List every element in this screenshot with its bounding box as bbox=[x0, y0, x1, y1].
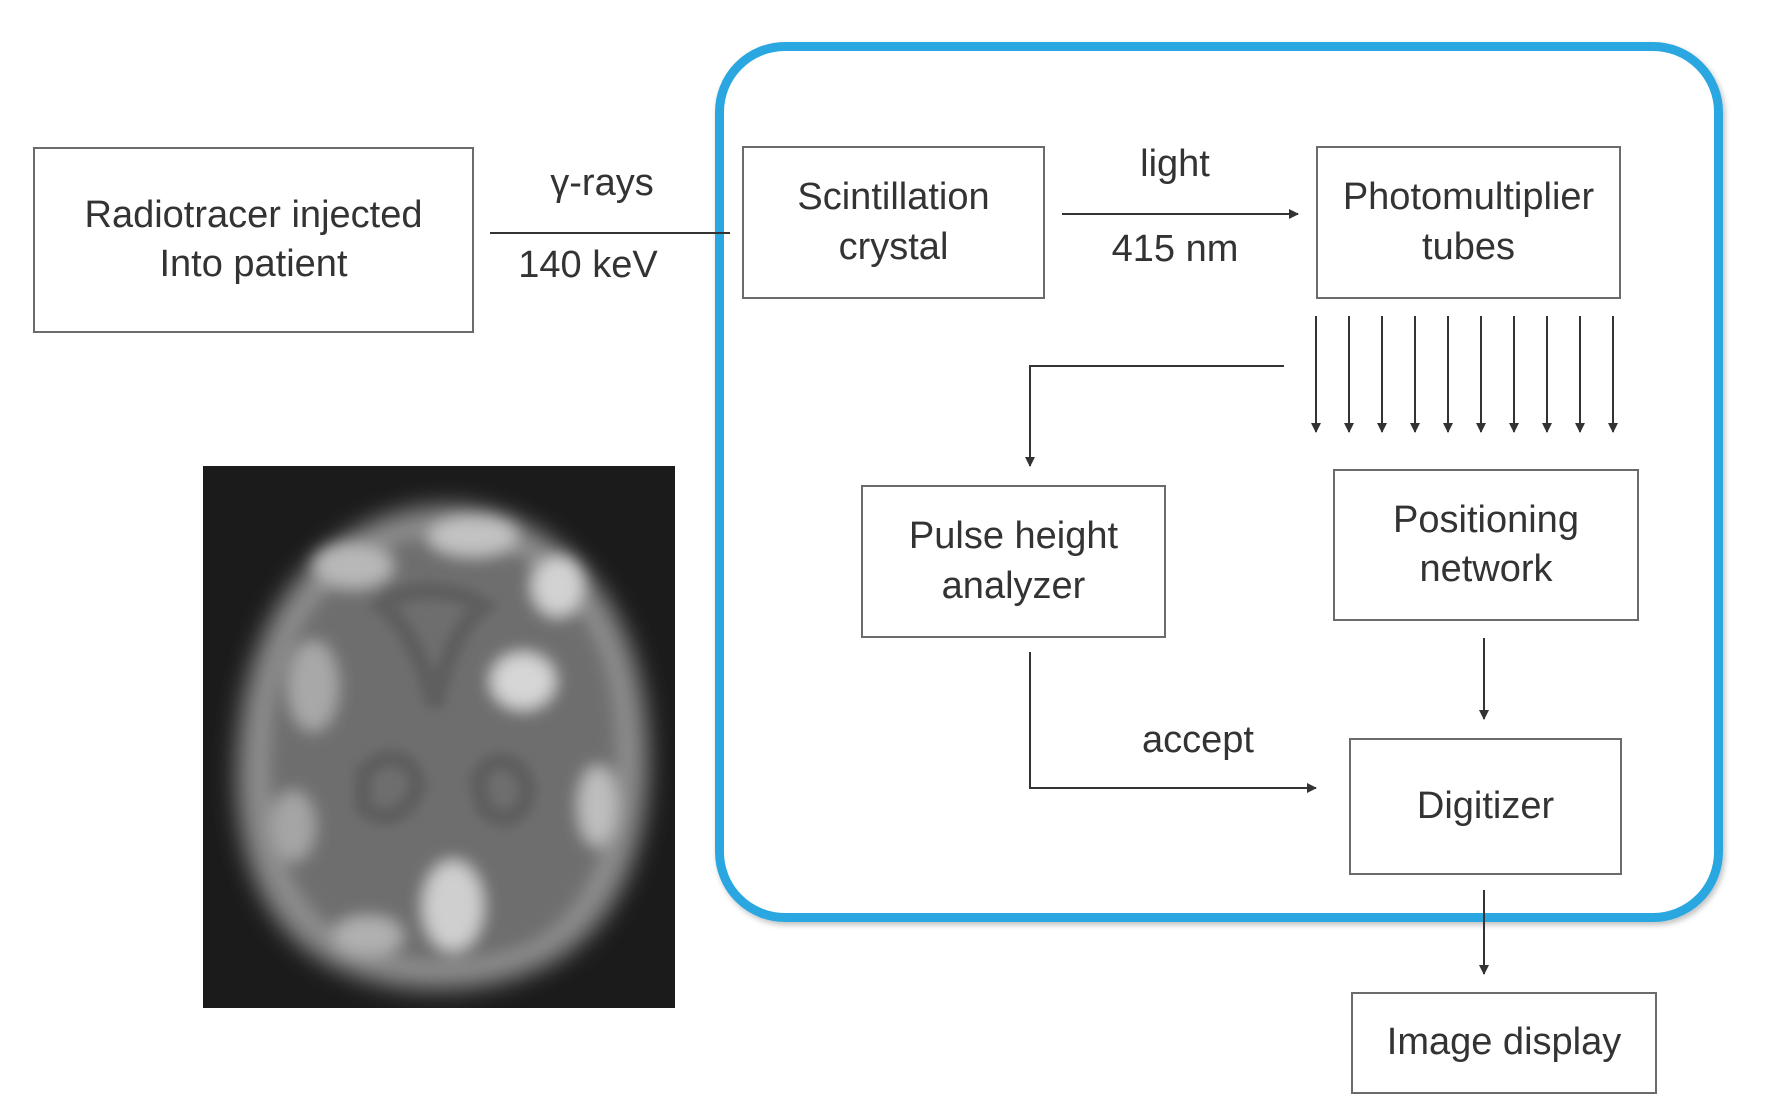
node-pulse-height-line1: Pulse height bbox=[908, 515, 1119, 558]
node-image-display-line1: Image display bbox=[1386, 1021, 1622, 1064]
edge-label-gamma-rays: γ-rays bbox=[550, 162, 654, 204]
node-positioning-network: Positioning network bbox=[1333, 469, 1639, 621]
node-positioning-line1: Positioning bbox=[1393, 498, 1579, 541]
edge-label-light: light bbox=[1140, 143, 1210, 185]
node-photomultiplier-tubes: Photomultiplier tubes bbox=[1316, 146, 1621, 299]
brain-scan-image bbox=[203, 466, 675, 1008]
node-radiotracer-line2: Into patient bbox=[159, 243, 348, 285]
gamma-camera-frame bbox=[715, 42, 1723, 922]
node-digitizer: Digitizer bbox=[1349, 738, 1622, 875]
edge-label-140-kev: 140 keV bbox=[518, 244, 658, 286]
node-pulse-height-analyzer: Pulse height analyzer bbox=[861, 485, 1166, 638]
edge-pulse-height-to-digitizer bbox=[1029, 652, 1317, 793]
brain-scan-graphic bbox=[237, 505, 649, 990]
node-scintillation-line2: crystal bbox=[838, 225, 949, 268]
photomultiplier-output-arrows bbox=[1311, 316, 1618, 433]
node-scintillation-crystal: Scintillation crystal bbox=[742, 146, 1045, 299]
node-radiotracer: Radiotracer injected Into patient bbox=[33, 147, 474, 333]
node-pulse-height-line2: analyzer bbox=[941, 564, 1086, 607]
edge-photomultiplier-to-pulse-height bbox=[1025, 365, 1284, 467]
edge-label-415-nm: 415 nm bbox=[1111, 228, 1239, 270]
node-photomultiplier-line2: tubes bbox=[1422, 225, 1515, 268]
node-positioning-line2: network bbox=[1419, 548, 1553, 590]
node-photomultiplier-line1: Photomultiplier bbox=[1342, 176, 1595, 219]
node-scintillation-line1: Scintillation bbox=[797, 176, 990, 219]
node-digitizer-line1: Digitizer bbox=[1416, 784, 1555, 827]
edge-label-accept: accept bbox=[1142, 719, 1254, 761]
node-image-display: Image display bbox=[1351, 992, 1657, 1094]
node-radiotracer-line1: Radiotracer injected bbox=[84, 193, 423, 236]
